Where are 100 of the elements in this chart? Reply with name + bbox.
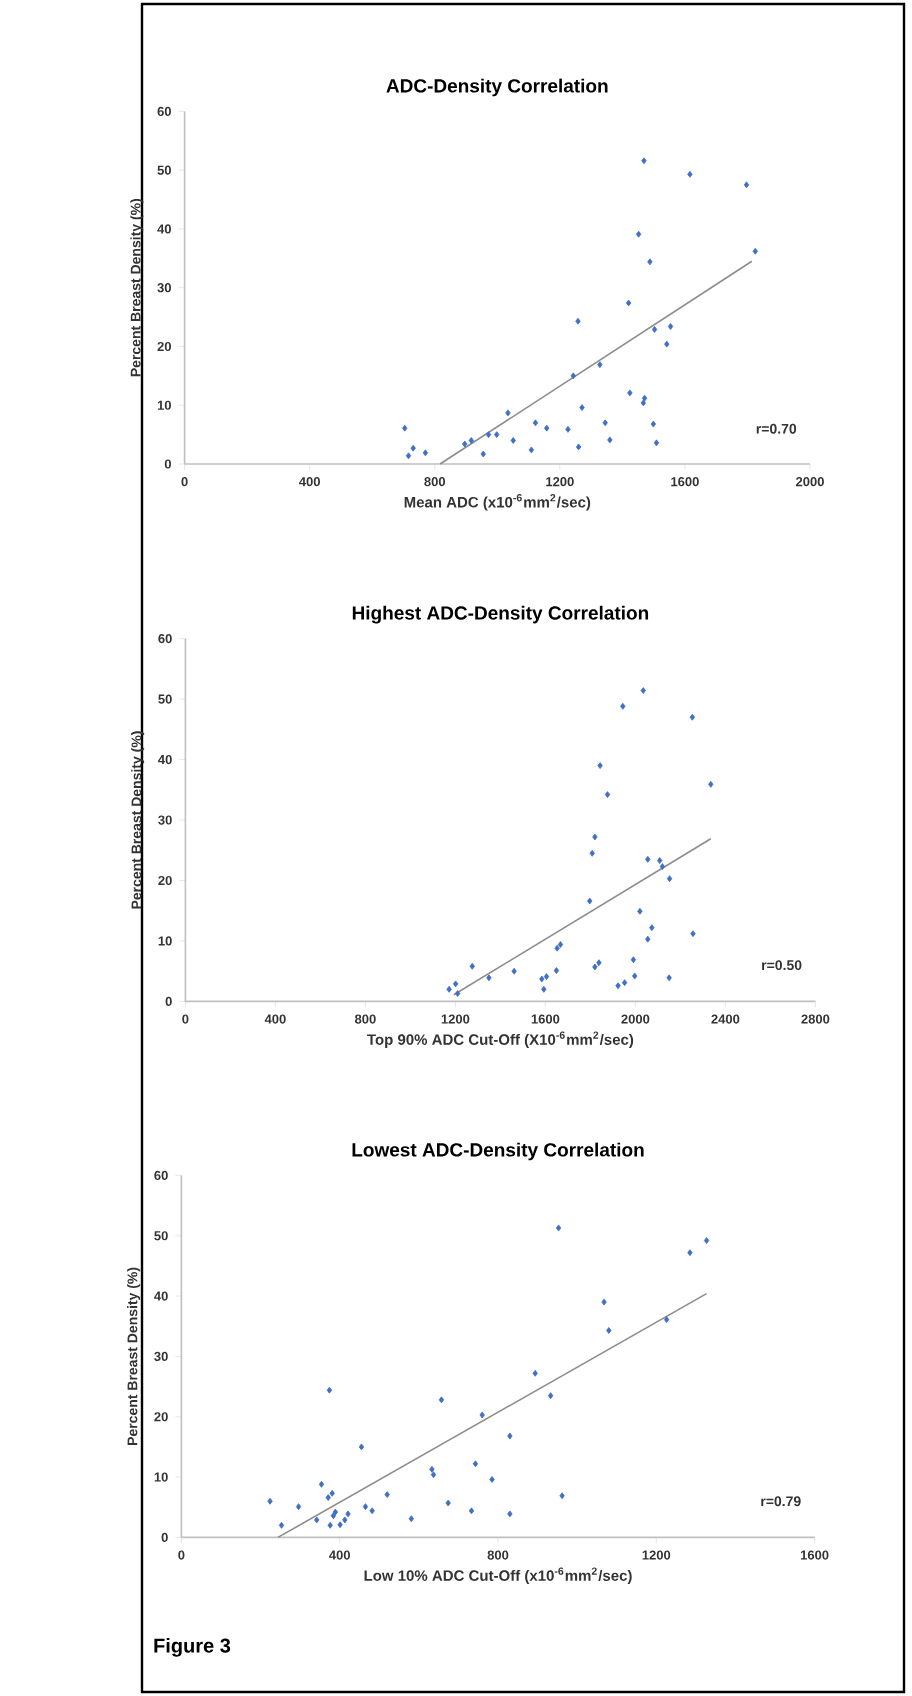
point: [528, 446, 535, 454]
point: [342, 1516, 348, 1524]
point: [543, 973, 550, 981]
point: [579, 404, 585, 411]
point: [645, 935, 651, 943]
point: [327, 1521, 333, 1529]
point: [651, 326, 658, 333]
point: [575, 317, 581, 325]
point: [329, 1489, 335, 1497]
point: [485, 431, 492, 439]
point: [630, 956, 637, 964]
point: [430, 1471, 437, 1479]
point: [565, 425, 571, 433]
point: [553, 967, 560, 974]
point: [663, 1316, 670, 1324]
point: [486, 974, 492, 982]
point: [752, 247, 758, 255]
point: [325, 1494, 331, 1501]
point: [541, 985, 547, 993]
point: [597, 762, 603, 769]
point: [405, 452, 412, 460]
point: [620, 702, 626, 710]
point: [511, 967, 517, 975]
point: [410, 444, 416, 452]
point: [554, 944, 560, 952]
caption: Figure 3: [154, 1638, 231, 1657]
point: [507, 1432, 513, 1440]
point: [505, 409, 511, 417]
point: [369, 1507, 375, 1515]
point: [640, 399, 646, 407]
point: [469, 962, 475, 970]
chart-title: Highest ADC-Density Correlation: [352, 605, 649, 624]
point: [438, 1396, 445, 1404]
point: [326, 1386, 333, 1394]
point: [637, 907, 643, 915]
point: [510, 437, 516, 444]
point: [544, 424, 550, 432]
point: [708, 780, 714, 788]
point: [597, 361, 603, 369]
point: [539, 975, 545, 983]
point: [667, 323, 674, 330]
point: [687, 1249, 693, 1257]
point: [587, 897, 593, 905]
point: [625, 299, 632, 307]
point: [452, 980, 459, 988]
point: [664, 340, 670, 348]
point: [422, 449, 429, 457]
point: [332, 1508, 338, 1516]
point: [479, 1411, 485, 1419]
point: [445, 1499, 451, 1507]
point: [666, 974, 672, 982]
point: [384, 1491, 390, 1498]
point: [358, 1443, 365, 1451]
point: [649, 924, 655, 932]
point: [318, 1480, 325, 1488]
point: [408, 1515, 414, 1523]
point: [640, 687, 646, 695]
point: [480, 450, 486, 458]
point: [468, 1507, 475, 1515]
point: [602, 419, 608, 427]
point: [635, 230, 642, 238]
point: [606, 1327, 612, 1334]
point: [402, 424, 408, 432]
point: [689, 713, 695, 721]
point: [690, 930, 696, 938]
point: [462, 440, 468, 448]
point: [615, 982, 621, 990]
point: [592, 963, 598, 971]
point: [641, 394, 648, 402]
point: [532, 419, 539, 427]
point: [446, 985, 452, 993]
point: [267, 1497, 273, 1505]
point: [345, 1510, 351, 1518]
point: [557, 941, 564, 948]
point: [532, 1369, 538, 1377]
point: [632, 972, 638, 980]
point: [647, 258, 653, 266]
point: [621, 979, 628, 987]
chart-title: Lowest ADC-Density Correlation: [352, 1142, 644, 1161]
point: [575, 443, 582, 451]
point: [596, 959, 602, 967]
point: [507, 1510, 513, 1518]
chart-title: ADC-Density Correlation: [386, 78, 608, 97]
point: [570, 372, 576, 380]
point: [653, 439, 660, 447]
point: [645, 855, 651, 863]
point: [743, 181, 750, 189]
point: [659, 863, 666, 870]
point: [337, 1521, 343, 1529]
point: [703, 1237, 710, 1244]
point: [547, 1392, 554, 1400]
point: [657, 857, 663, 864]
point: [650, 420, 656, 428]
point: [468, 437, 474, 444]
point: [362, 1503, 369, 1511]
point: [589, 849, 595, 857]
point: [555, 1224, 562, 1232]
point: [607, 436, 613, 444]
point: [687, 170, 693, 178]
point: [472, 1460, 479, 1468]
